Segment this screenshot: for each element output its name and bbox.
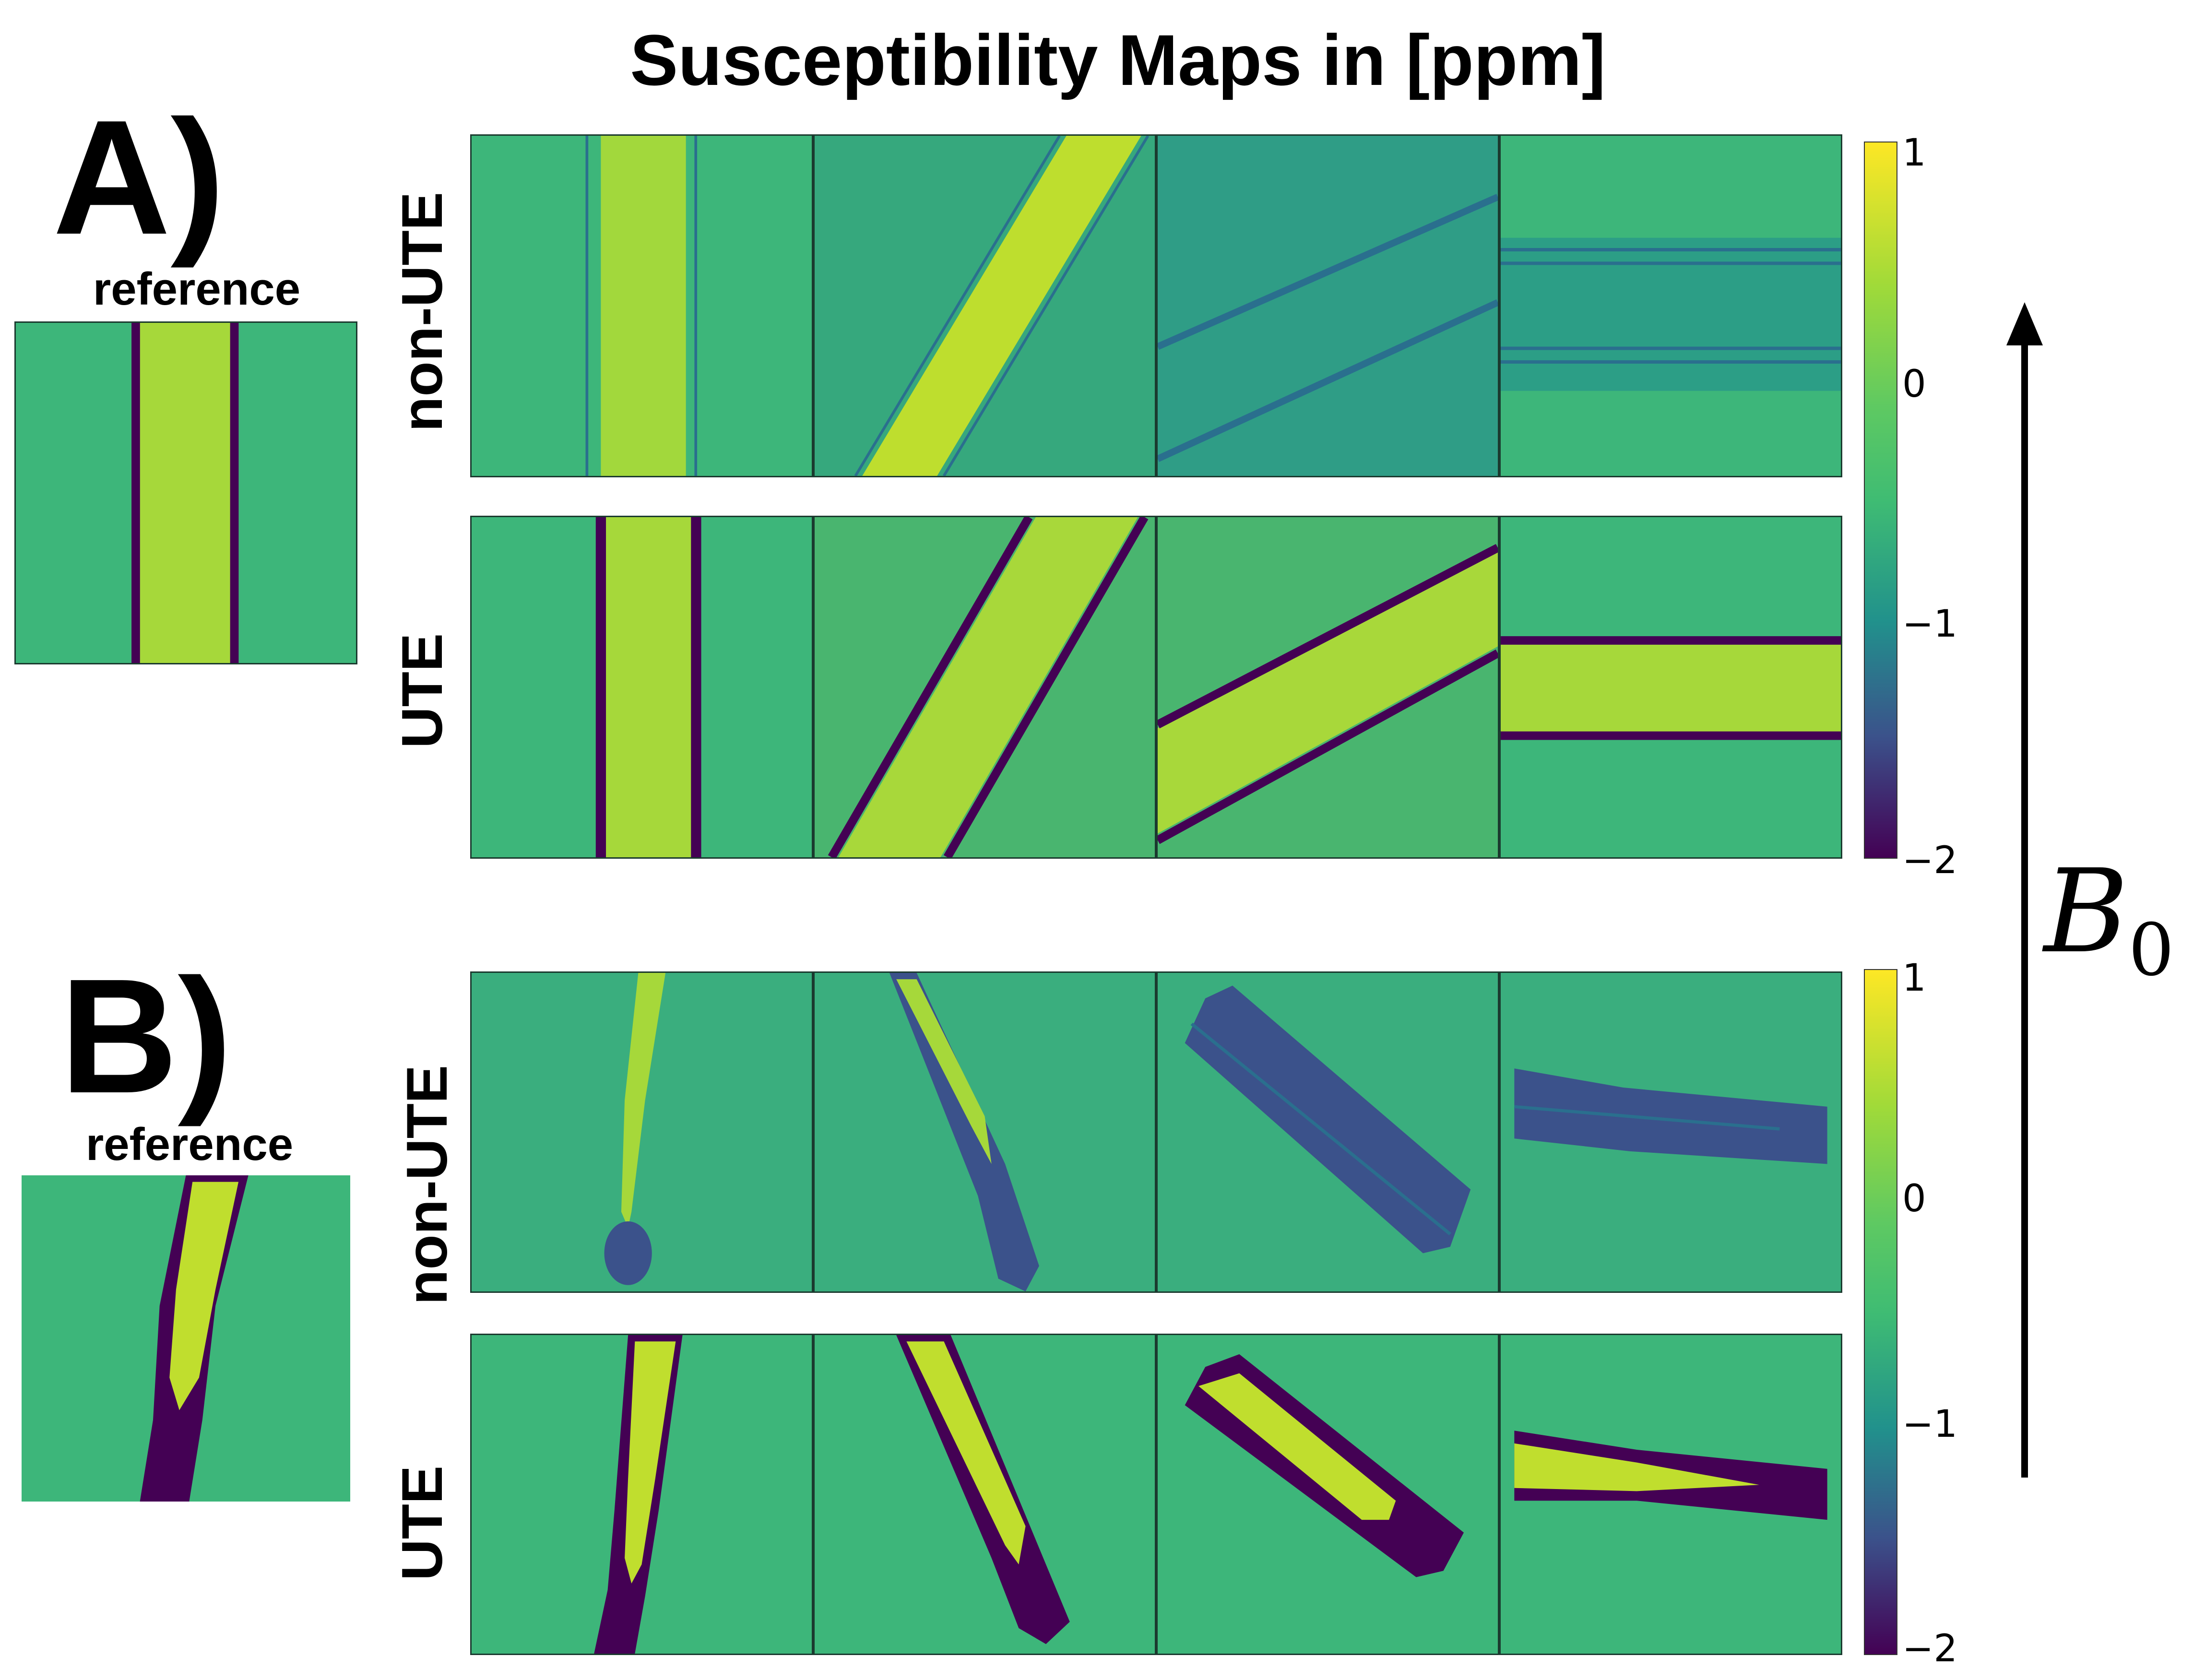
panel-b-non-ute-tile-2: [813, 971, 1156, 1293]
panel-a-colorbar: [1864, 142, 1897, 859]
panel-a-non-ute-tile-1: [470, 134, 813, 477]
panel-a-letter: A): [53, 86, 225, 269]
b0-arrow: [2006, 302, 2043, 1478]
panel-a-colorbar-tick-0: 0: [1902, 363, 1926, 406]
panel-b-colorbar: [1864, 969, 1897, 1655]
panel-b-row-label-non-ute: non-UTE: [395, 1065, 459, 1305]
panel-a-colorbar-tick-minus-1: −1: [1902, 603, 1957, 646]
panel-b-colorbar-tick-minus-2: −2: [1902, 1627, 1957, 1670]
b0-label-main: B: [2044, 844, 2129, 979]
panel-b-non-ute-tile-4: [1499, 971, 1842, 1293]
panel-b-non-ute-tile-3: [1156, 971, 1499, 1293]
panel-b-non-ute-tile-1: [470, 971, 813, 1293]
panel-b-colorbar-tick-minus-1: −1: [1902, 1403, 1957, 1446]
panel-a-colorbar-tick-minus-2: −2: [1902, 839, 1957, 882]
b0-label: B0: [2044, 854, 2174, 986]
panel-a-row-label-non-ute: non-UTE: [390, 192, 454, 432]
b0-label-subscript: 0: [2128, 909, 2174, 992]
panel-b-reference-label: reference: [85, 1119, 294, 1170]
panel-b-ute-tile-3: [1156, 1334, 1499, 1655]
panel-a-reference-label: reference: [93, 263, 301, 315]
panel-b-colorbar-tick-0: 0: [1902, 1177, 1926, 1220]
panel-b-colorbar-tick-1: 1: [1902, 957, 1926, 1000]
panel-b-letter: B): [60, 945, 232, 1127]
panel-b-ute-tile-1: [470, 1334, 813, 1655]
panel-a-row-label-ute: UTE: [390, 633, 454, 748]
panel-a-non-ute-tile-2: [813, 134, 1156, 477]
panel-a-ute-tile-2: [813, 516, 1156, 859]
panel-b-ute-tile-2: [813, 1334, 1156, 1655]
figure-title: Susceptibility Maps in [ppm]: [630, 20, 1606, 100]
panel-a-ute-tile-1: [470, 516, 813, 859]
panel-a-reference-image: [14, 321, 357, 664]
panel-b-row-label-ute: UTE: [390, 1466, 454, 1581]
panel-a-non-ute-tile-3: [1156, 134, 1499, 477]
panel-b-reference-image: [22, 1175, 350, 1502]
panel-a-ute-tile-4: [1499, 516, 1842, 859]
panel-a-non-ute-tile-4: [1499, 134, 1842, 477]
panel-a-ute-tile-3: [1156, 516, 1499, 859]
panel-b-ute-tile-4: [1499, 1334, 1842, 1655]
panel-a-colorbar-tick-1: 1: [1902, 131, 1926, 175]
